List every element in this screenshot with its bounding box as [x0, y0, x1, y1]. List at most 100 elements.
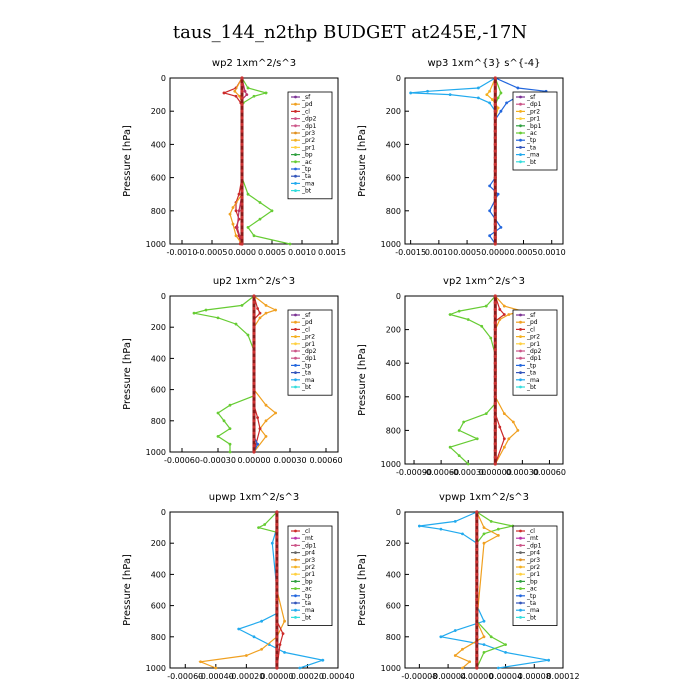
zero-profile-point — [475, 628, 479, 633]
legend-entry: _pr3 — [526, 557, 540, 564]
x-tick-label: 0.0010 — [425, 248, 453, 257]
legend-marker — [294, 587, 297, 590]
zero-profile-point — [252, 444, 256, 448]
zero-profile-point — [493, 334, 497, 338]
y-tick-label: 400 — [151, 140, 166, 149]
legend-entry: _cl — [301, 528, 310, 535]
legend-marker — [294, 153, 297, 157]
series-line-ac — [241, 77, 291, 245]
zero-profile-point — [240, 109, 244, 113]
zero-profile-point — [493, 321, 497, 325]
series-point-cl — [281, 632, 285, 636]
series-point-ma — [482, 643, 486, 646]
zero-profile-point — [493, 435, 497, 439]
zero-profile-point — [475, 554, 479, 558]
legend: _sf_dp1_pr2_pr1_bp1_ac_tp_ta_ma_bt — [512, 91, 558, 171]
zero-profile-point — [275, 579, 279, 583]
zero-profile-point — [493, 294, 497, 298]
series-point-cl — [256, 307, 259, 310]
zero-profile-point — [252, 331, 256, 336]
zero-profile-point — [475, 622, 479, 626]
series-point-ac — [482, 651, 486, 654]
legend-entry: _dp1 — [301, 542, 317, 549]
zero-profile-point — [493, 176, 497, 180]
zero-profile-point — [475, 616, 479, 620]
zero-profile-point — [252, 300, 256, 304]
y-tick-label: 200 — [151, 323, 166, 332]
series-point-ac — [466, 318, 470, 321]
panel-title: wp2 1xm^2/s^3 — [212, 58, 296, 69]
x-tick-label: -0.00030 — [200, 456, 236, 465]
y-tick-label: 200 — [386, 539, 401, 548]
x-tick-label: 0.00000 — [260, 672, 293, 681]
x-tick-label: 0.00060 — [533, 468, 566, 477]
legend-marker — [294, 385, 297, 389]
legend-entry: _ma — [301, 607, 315, 614]
series-point-ac — [496, 96, 500, 100]
legend-entry: _bp1 — [526, 123, 542, 130]
zero-profile-point — [275, 660, 279, 664]
series-point-tp — [488, 234, 492, 238]
series-point-pd — [502, 304, 506, 308]
y-tick-label: 800 — [151, 207, 166, 216]
zero-profile-point — [275, 566, 279, 570]
x-tick-label: 0.0005 — [258, 248, 286, 257]
legend-marker — [294, 529, 297, 533]
series-point-ac — [228, 403, 232, 407]
series-point-dp2 — [235, 226, 239, 229]
x-tick-label: -0.0005 — [197, 248, 228, 257]
series-point-tp — [256, 442, 259, 446]
zero-profile-point — [252, 325, 256, 329]
legend: _sf_pd_cl_dp2_dp1_pr3_pr2_pr1_bp_ac_tp_t… — [287, 91, 333, 200]
x-tick-label: 0.00008 — [518, 672, 551, 681]
series-point-ac — [228, 427, 232, 430]
zero-profile-point — [252, 406, 256, 410]
legend-entry: _pr2 — [526, 564, 540, 571]
y-tick-label: 600 — [386, 602, 401, 611]
legend-marker — [294, 364, 297, 367]
series-line-pd — [253, 295, 278, 453]
zero-profile-point — [252, 369, 256, 373]
zero-profile-point — [275, 554, 279, 558]
legend-entry: _ta — [301, 600, 311, 607]
zero-profile-point — [252, 350, 256, 354]
zero-profile-point — [275, 529, 279, 533]
legend-marker — [294, 349, 297, 353]
y-axis-label: Pressure [hPa] — [122, 554, 133, 626]
series-point-ac — [204, 308, 208, 312]
legend-entry: _pr2 — [526, 334, 540, 341]
series-point-ac — [288, 242, 292, 246]
series-point-ma — [409, 91, 413, 95]
legend-entry: _ac — [526, 130, 537, 137]
series-point-tp — [488, 209, 492, 213]
legend-entry: _ma — [526, 152, 540, 159]
zero-profile-point — [493, 202, 497, 206]
zero-profile-point — [240, 102, 244, 107]
y-axis-label: Pressure [hPa] — [122, 125, 133, 197]
zero-profile-point — [275, 597, 279, 601]
zero-profile-point — [240, 222, 244, 226]
series-point-pd — [244, 654, 248, 657]
zero-profile-point — [240, 156, 244, 160]
y-tick-label: 400 — [386, 359, 401, 368]
legend-entry: _sf — [301, 94, 311, 101]
zero-profile-point — [493, 222, 497, 226]
zero-profile-point — [252, 375, 256, 379]
legend-marker — [294, 117, 297, 120]
zero-profile-point — [493, 209, 497, 213]
series-line-pd — [229, 77, 243, 245]
plot-frame — [404, 77, 564, 245]
legend-marker — [519, 320, 522, 324]
series-point-ma — [426, 89, 429, 93]
zero-profile-point — [475, 529, 479, 533]
legend-entry: _pd — [301, 319, 313, 326]
zero-profile-point — [475, 535, 479, 539]
zero-profile-point — [475, 566, 479, 570]
series-point-pd — [502, 412, 506, 415]
zero-profile-point — [252, 425, 256, 429]
zero-profile-point — [240, 83, 244, 87]
legend-marker — [519, 364, 522, 367]
panel-title: wp3 1xm^{3} s^{-4} — [427, 58, 540, 69]
x-tick-label: 0.0010 — [288, 248, 316, 257]
legend-entry: _ac — [526, 586, 537, 593]
